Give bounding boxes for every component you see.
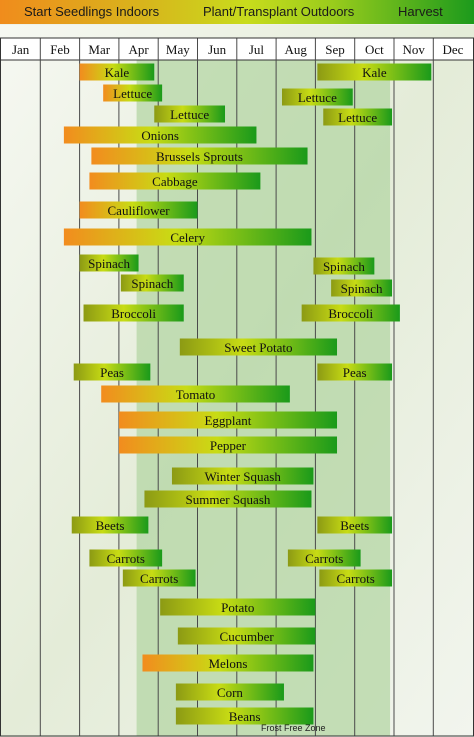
bar-beans (175, 707, 314, 725)
bar-label-broccoli: Broccoli (111, 306, 156, 321)
bar-label-spinach: Spinach (341, 281, 383, 296)
bar-melons (142, 654, 314, 672)
bar-label-peas: Peas (343, 365, 367, 380)
bar-cucumber (177, 627, 316, 645)
month-label-jun: Jun (208, 42, 227, 57)
bar-winter-squash (171, 467, 314, 485)
month-label-sep: Sep (325, 42, 345, 57)
bar-label-beets: Beets (340, 518, 369, 533)
bar-label-onions: Onions (141, 128, 179, 143)
month-label-may: May (166, 42, 190, 57)
bar-label-brussels-sprouts: Brussels Sprouts (156, 149, 243, 164)
bar-sweet-potato (179, 338, 338, 356)
legend-bar: Start Seedlings Indoors Plant/Transplant… (0, 0, 474, 24)
legend-plant-label: Plant/Transplant Outdoors (203, 4, 355, 19)
month-label-aug: Aug (285, 42, 308, 57)
bar-broccoli (83, 304, 184, 322)
month-label-oct: Oct (365, 42, 384, 57)
bar-label-lettuce: Lettuce (338, 110, 377, 125)
bar-eggplant (118, 411, 338, 429)
bar-cauliflower (79, 201, 198, 219)
bar-kale (317, 63, 432, 81)
bar-label-lettuce: Lettuce (298, 90, 337, 105)
bar-brussels-sprouts (91, 147, 308, 165)
bar-label-carrots: Carrots (140, 571, 178, 586)
bar-label-spinach: Spinach (88, 256, 130, 271)
bar-onions (63, 126, 257, 144)
bar-label-beans: Beans (229, 709, 261, 724)
bar-label-sweet-potato: Sweet Potato (224, 340, 292, 355)
bar-label-pepper: Pepper (210, 438, 247, 453)
bar-label-corn: Corn (217, 685, 244, 700)
bar-label-summer-squash: Summer Squash (186, 492, 271, 507)
bar-peas (317, 363, 393, 381)
bar-label-carrots: Carrots (337, 571, 375, 586)
bar-label-carrots: Carrots (305, 551, 343, 566)
bar-label-cabbage: Cabbage (152, 174, 198, 189)
bar-label-potato: Potato (221, 600, 254, 615)
bar-label-kale: Kale (362, 65, 387, 80)
month-label-nov: Nov (402, 42, 425, 57)
bar-summer-squash (144, 490, 312, 508)
bar-label-melons: Melons (208, 656, 247, 671)
month-label-jul: Jul (249, 42, 265, 57)
bar-carrots (287, 549, 361, 567)
bar-label-spinach: Spinach (131, 276, 173, 291)
bar-spinach (79, 254, 139, 272)
bar-label-celery: Celery (170, 230, 205, 245)
legend-start-label: Start Seedlings Indoors (24, 4, 160, 19)
bar-spinach (331, 279, 393, 297)
bar-spinach (120, 274, 184, 292)
bar-spinach (313, 257, 375, 275)
bar-beets (317, 516, 393, 534)
month-label-mar: Mar (88, 42, 110, 57)
bar-label-winter-squash: Winter Squash (204, 469, 281, 484)
bar-label-cucumber: Cucumber (220, 629, 275, 644)
bar-label-spinach: Spinach (323, 259, 365, 274)
bar-tomato (101, 385, 290, 403)
bar-label-tomato: Tomato (176, 387, 216, 402)
bar-beets (71, 516, 149, 534)
legend-harvest-label: Harvest (398, 4, 443, 19)
bar-celery (63, 228, 312, 246)
bar-lettuce (103, 84, 163, 102)
bar-label-eggplant: Eggplant (204, 413, 251, 428)
bar-lettuce (323, 108, 393, 126)
month-label-dec: Dec (442, 42, 463, 57)
month-label-jan: Jan (12, 42, 30, 57)
bar-label-lettuce: Lettuce (113, 86, 152, 101)
bar-cabbage (89, 172, 261, 190)
bar-kale (79, 63, 155, 81)
bar-label-carrots: Carrots (107, 551, 145, 566)
month-label-feb: Feb (50, 42, 70, 57)
bar-label-kale: Kale (105, 65, 130, 80)
bar-lettuce (281, 88, 353, 106)
bar-pepper (118, 436, 338, 454)
bar-label-broccoli: Broccoli (328, 306, 373, 321)
bar-label-cauliflower: Cauliflower (108, 203, 171, 218)
month-label-apr: Apr (128, 42, 149, 57)
bar-carrots (89, 549, 163, 567)
bar-broccoli (301, 304, 400, 322)
frost-free-zone-label: Frost Free Zone (261, 723, 326, 733)
bar-label-peas: Peas (100, 365, 124, 380)
bar-label-beets: Beets (96, 518, 125, 533)
bar-label-lettuce: Lettuce (170, 107, 209, 122)
bar-corn (175, 683, 284, 701)
bar-lettuce (154, 105, 226, 123)
bar-carrots (122, 569, 196, 587)
bar-potato (160, 598, 316, 616)
bar-carrots (319, 569, 393, 587)
bar-peas (73, 363, 151, 381)
